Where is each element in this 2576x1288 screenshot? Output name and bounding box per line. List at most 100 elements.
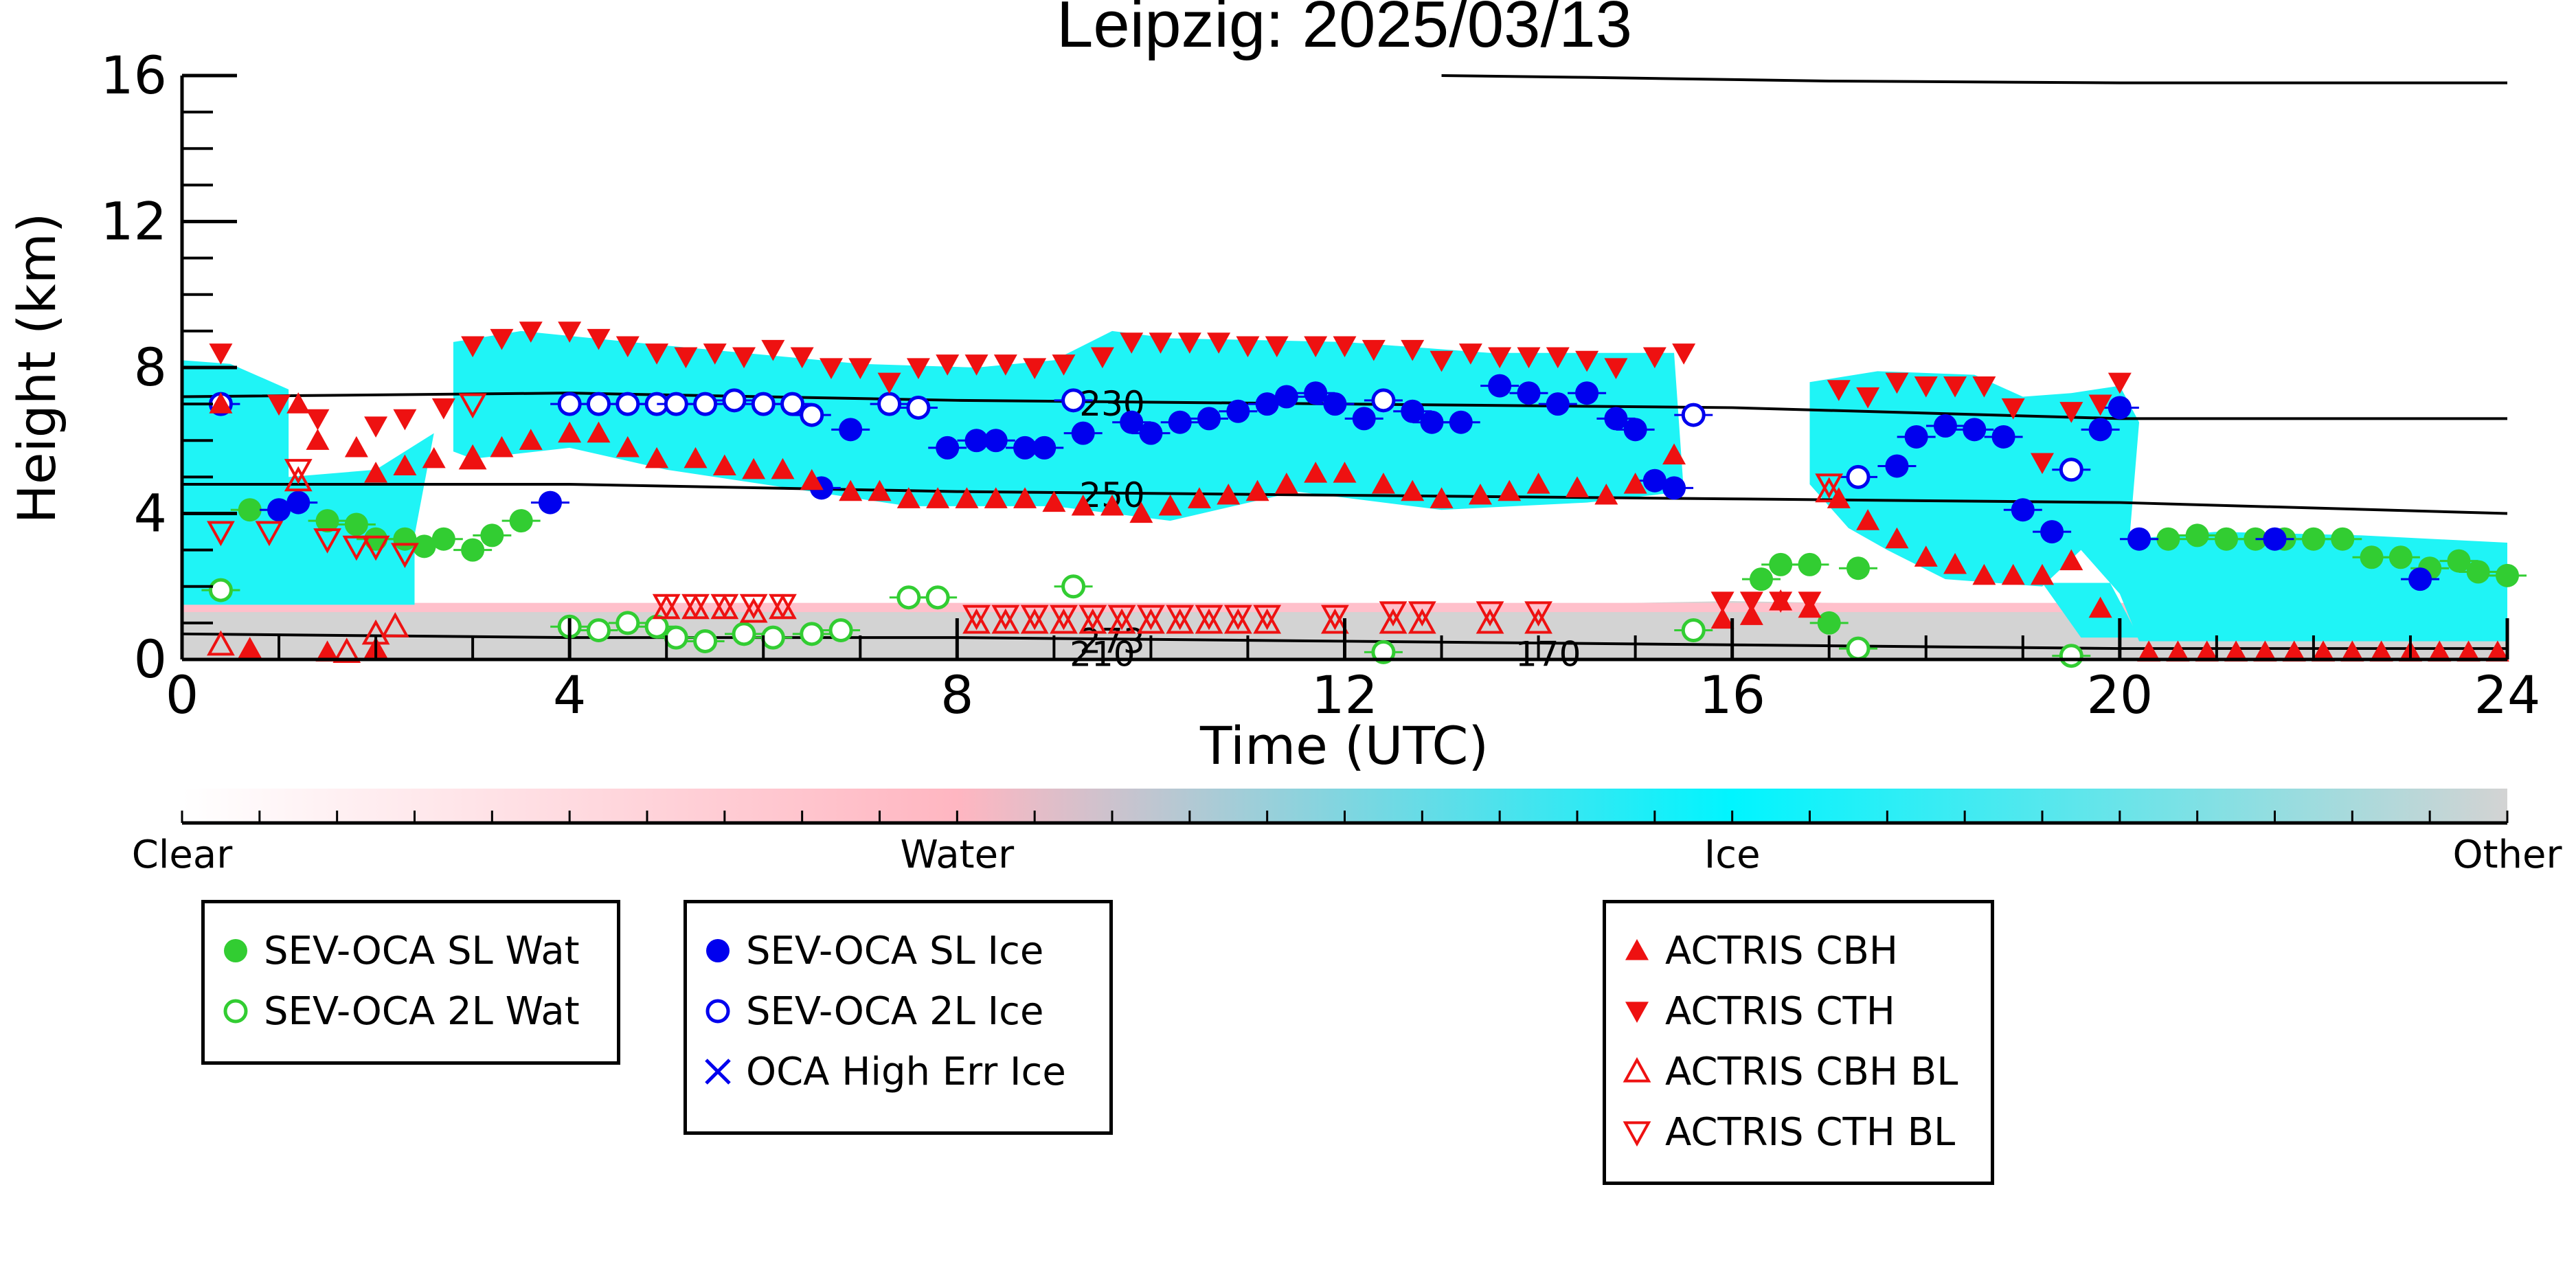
point-actris-cth bbox=[732, 347, 756, 369]
point-actris-cbh-bl bbox=[1815, 477, 1844, 503]
point-actris-cbh bbox=[615, 436, 640, 457]
legend-label: SEV-OCA SL Ice bbox=[746, 928, 1044, 973]
point-actris-cbh bbox=[1914, 545, 1938, 567]
point-actris-cth bbox=[558, 321, 582, 343]
point-sev-oca-sl-ice bbox=[1991, 425, 2015, 449]
point-actris-cbh-bl bbox=[1020, 608, 1049, 634]
point-actris-cbh bbox=[1468, 483, 1492, 505]
point-sev-oca-sl-wat bbox=[2156, 527, 2180, 551]
point-actris-cth bbox=[1827, 380, 1851, 401]
point-actris-cbh bbox=[490, 436, 514, 457]
point-actris-cbh bbox=[1304, 462, 1328, 483]
point-actris-cth-bl bbox=[361, 535, 390, 561]
point-actris-cth bbox=[906, 358, 930, 379]
point-actris-cth bbox=[2031, 453, 2054, 475]
legend-label: OCA High Err Ice bbox=[746, 1049, 1066, 1094]
point-actris-cbh bbox=[2137, 640, 2161, 662]
point-sev-oca-2l-wat bbox=[2059, 644, 2083, 668]
x-axis-label: Time (UTC) bbox=[1199, 715, 1489, 776]
legend-symbol bbox=[706, 939, 730, 962]
contour-250 bbox=[182, 483, 2508, 515]
legend-item: SEV-OCA SL Wat bbox=[218, 927, 580, 975]
point-actris-cth bbox=[587, 328, 611, 350]
point-actris-cth bbox=[519, 321, 543, 343]
legend-item: SEV-OCA 2L Wat bbox=[218, 987, 580, 1035]
point-sev-oca-sl-ice bbox=[1197, 407, 1221, 431]
point-actris-cbh-bl bbox=[1320, 608, 1349, 634]
point-sev-oca-sl-ice bbox=[1488, 374, 1512, 398]
legend-symbol bbox=[705, 1059, 731, 1085]
point-actris-cth bbox=[761, 339, 785, 361]
legend-marker bbox=[1625, 1002, 1649, 1023]
point-actris-cbh-bl bbox=[1107, 608, 1136, 634]
point-actris-cth bbox=[703, 343, 727, 365]
point-actris-cth-bl bbox=[1524, 601, 1552, 627]
point-actris-cth bbox=[819, 358, 843, 379]
point-actris-cbh-bl bbox=[1379, 608, 1408, 634]
point-sev-oca-2l-ice bbox=[722, 388, 747, 413]
legend-label: SEV-OCA 2L Ice bbox=[746, 988, 1044, 1034]
point-actris-cbh bbox=[2088, 596, 2112, 618]
point-actris-cth bbox=[1177, 332, 1201, 354]
x-tick-label: 8 bbox=[940, 664, 973, 725]
point-sev-oca-2l-ice bbox=[1846, 464, 1871, 489]
point-sev-oca-2l-wat bbox=[615, 611, 640, 635]
point-actris-cth-bl bbox=[1078, 605, 1107, 631]
legend-item: SEV-OCA 2L Ice bbox=[701, 987, 1043, 1035]
point-actris-cbh bbox=[1526, 473, 1550, 494]
point-sev-oca-sl-ice bbox=[2040, 520, 2064, 544]
x-tick-label: 16 bbox=[1699, 664, 1765, 725]
point-sev-oca-2l-wat bbox=[896, 585, 921, 610]
point-actris-cbh-bl bbox=[991, 608, 1020, 634]
point-sev-oca-sl-ice bbox=[1226, 399, 1250, 423]
point-actris-cbh bbox=[1071, 494, 1095, 516]
point-actris-cbh bbox=[2485, 640, 2509, 662]
legend-label: ACTRIS CTH BL bbox=[1665, 1109, 1956, 1155]
point-actris-cbh bbox=[1943, 552, 1967, 574]
point-actris-cth bbox=[2108, 372, 2132, 394]
point-actris-cbh bbox=[1430, 487, 1454, 508]
point-actris-cth-bl bbox=[284, 459, 313, 484]
point-sev-oca-2l-ice bbox=[1061, 388, 1086, 413]
point-sev-oca-sl-wat bbox=[2185, 523, 2209, 547]
point-sev-oca-2l-ice bbox=[1681, 403, 1706, 427]
point-actris-cth-bl bbox=[313, 528, 341, 554]
point-sev-oca-sl-ice bbox=[936, 436, 960, 460]
point-sev-oca-sl-ice bbox=[2408, 567, 2432, 591]
colorbar-label: Ice bbox=[1704, 833, 1761, 877]
legend-item: ACTRIS CTH BL bbox=[1620, 1108, 1955, 1156]
point-actris-cth bbox=[2001, 398, 2025, 420]
point-actris-cbh bbox=[2195, 640, 2219, 662]
point-actris-cbh bbox=[1100, 494, 1124, 516]
point-sev-oca-2l-ice bbox=[664, 392, 688, 416]
point-sev-oca-sl-ice bbox=[1885, 454, 1909, 478]
point-actris-cth-bl bbox=[991, 605, 1020, 631]
legend-symbol bbox=[1623, 1121, 1651, 1147]
x-tick-label: 4 bbox=[553, 664, 586, 725]
y-tick-label: 16 bbox=[100, 45, 167, 106]
point-actris-cth bbox=[1458, 343, 1482, 365]
point-actris-cth bbox=[1362, 339, 1386, 361]
point-sev-oca-2l-wat bbox=[693, 629, 718, 653]
legend-item: SEV-OCA SL Ice bbox=[701, 927, 1043, 975]
point-actris-cbh bbox=[1187, 487, 1211, 508]
point-actris-cth-bl bbox=[1815, 473, 1844, 499]
point-actris-cth bbox=[1604, 358, 1628, 379]
legend-box-1: SEV-OCA SL Wat SEV-OCA 2L Wat bbox=[201, 900, 620, 1065]
point-actris-cbh bbox=[238, 637, 262, 658]
point-actris-cbh bbox=[2001, 563, 2025, 585]
point-sev-oca-sl-wat bbox=[1817, 611, 1841, 635]
point-actris-cth bbox=[1798, 591, 1822, 613]
point-actris-cbh-bl bbox=[1223, 608, 1252, 634]
y-tick-label: 8 bbox=[134, 337, 167, 398]
point-actris-cth bbox=[490, 328, 514, 350]
contour-label: 170 bbox=[1515, 634, 1581, 674]
point-actris-cth-bl bbox=[207, 521, 235, 547]
point-sev-oca-sl-wat bbox=[2214, 527, 2238, 551]
point-sev-oca-sl-wat bbox=[2331, 527, 2355, 551]
point-sev-oca-sl-ice bbox=[1304, 381, 1328, 405]
point-sev-oca-sl-ice bbox=[2088, 418, 2112, 442]
legend-marker bbox=[706, 939, 730, 962]
point-sev-oca-2l-ice bbox=[800, 403, 824, 427]
point-actris-cbh-bl bbox=[1166, 608, 1195, 634]
